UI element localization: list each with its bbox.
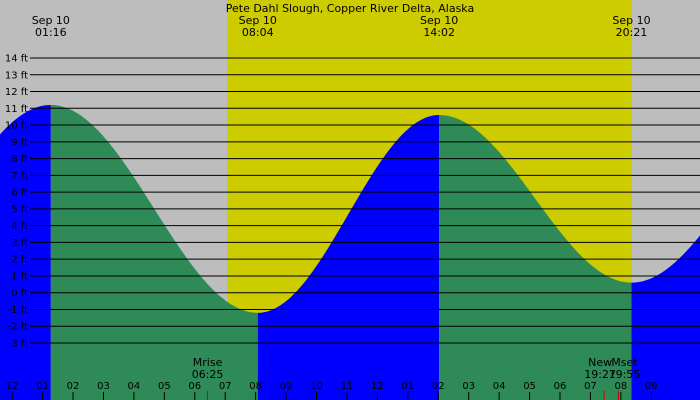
y-tick-label: 12 ft [5,87,28,98]
flood-tide-area [0,104,51,400]
y-tick-label: 11 ft [5,104,28,115]
y-tick-label: 4 ft [11,221,28,232]
x-hour-label: 01 [36,381,49,392]
extreme-date-label: Sep 10 [420,14,458,27]
height-gridlines [30,57,700,344]
x-hour-label: 03 [97,381,110,392]
moon-event-label: New [588,356,612,369]
moon-event-time: 19:27 [584,368,616,381]
y-tick-label: 14 ft [5,54,28,65]
extreme-time-label: 01:16 [35,26,67,39]
y-tick-label: -2 ft [8,322,28,333]
x-hour-label: 09 [645,381,658,392]
y-tick-label: 8 ft [11,154,28,165]
x-hour-label: 06 [554,381,567,392]
x-hour-label: 03 [462,381,475,392]
y-tick-label: -3 ft [8,339,28,350]
x-hour-label: 07 [219,381,232,392]
x-hour-label: 12 [6,381,19,392]
flood-tide-area [257,115,440,400]
y-tick-label: 13 ft [5,70,28,81]
chart-title: Pete Dahl Slough, Copper River Delta, Al… [226,2,474,15]
moon-event-label: Mrise [193,356,223,369]
y-tick-label: 7 ft [11,171,28,182]
x-hour-label: 04 [493,381,506,392]
x-hour-label: 08 [615,381,628,392]
y-tick-label: 3 ft [11,238,28,249]
x-axis-hour-labels: 1112010203040506070809101112010203040506… [6,381,658,400]
x-hour-label: 04 [128,381,141,392]
moon-event-label: Mset [611,356,638,369]
ebb-tide-area [439,115,632,400]
y-tick-label: 9 ft [11,137,28,148]
x-hour-label: 06 [188,381,201,392]
x-hour-label: 02 [67,381,80,392]
x-hour-label: 02 [432,381,445,392]
x-hour-label: 11 [341,381,354,392]
y-tick-label: 6 ft [11,188,28,199]
x-hour-label: 01 [401,381,414,392]
x-hour-label: 10 [310,381,323,392]
y-tick-label: 5 ft [11,204,28,215]
extreme-date-label: Sep 10 [32,14,70,27]
x-hour-label: 05 [158,381,171,392]
y-tick-label: 10 ft [5,121,28,132]
extreme-time-label: 20:21 [616,26,648,39]
x-hour-label: 08 [249,381,262,392]
x-hour-label: 09 [280,381,293,392]
extreme-date-label: Sep 10 [612,14,650,27]
extreme-date-label: Sep 10 [239,14,277,27]
moon-event-time: 06:25 [192,368,224,381]
y-axis-tick-labels: -3 ft -2 ft -1 ft 0 ft 1 ft 2 ft 3 ft 4 ft 5 ft 6… [5,54,28,350]
extreme-time-label: 08:04 [242,26,274,39]
y-tick-label: 2 ft [11,255,28,266]
x-hour-label: 05 [523,381,536,392]
flood-tide-area [631,235,700,400]
y-tick-label: 0 ft [11,288,28,299]
x-hour-label: 07 [584,381,597,392]
y-tick-label: 1 ft [11,271,28,282]
moon-event-time: 19:55 [609,368,641,381]
x-hour-label: 12 [371,381,384,392]
extreme-time-label: 14:02 [423,26,455,39]
y-tick-label: -1 ft [8,305,28,316]
